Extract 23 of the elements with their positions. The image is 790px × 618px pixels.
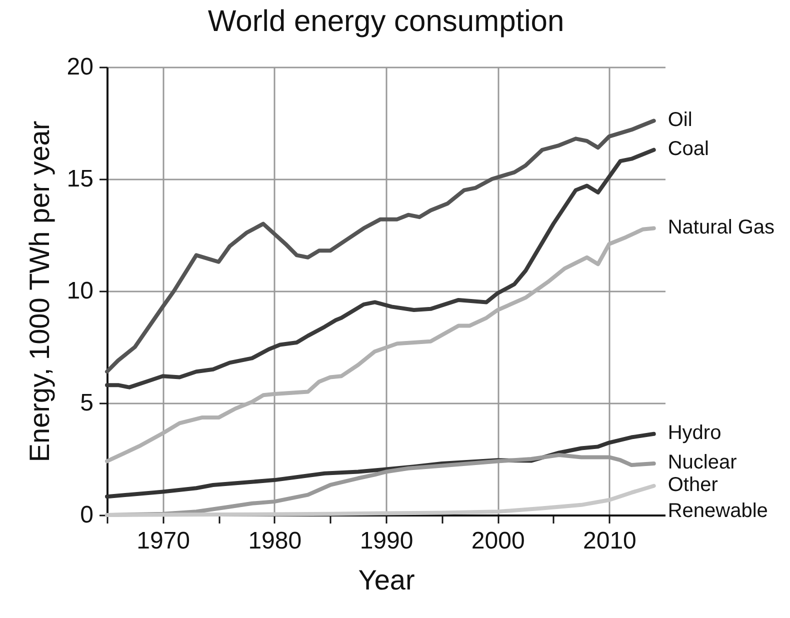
series-label: Hydro <box>668 422 722 444</box>
x-tick-label: 1980 <box>248 528 302 554</box>
line-series <box>105 226 656 464</box>
x-tick-label: 2000 <box>471 528 525 554</box>
y-tick-label: 15 <box>66 166 94 192</box>
series-label: Coal <box>668 138 709 160</box>
series-label: Other Renewable <box>668 474 768 522</box>
y-tick-label: 5 <box>80 390 94 416</box>
x-tick-label: 1970 <box>136 528 190 554</box>
line-series <box>105 118 656 374</box>
y-tick-label: 20 <box>66 54 94 80</box>
x-axis-title: Year <box>358 564 415 596</box>
y-tick-label: 0 <box>80 502 94 528</box>
line-series <box>105 148 656 390</box>
x-tick-label: 2010 <box>583 528 636 554</box>
series-label: Oil <box>668 108 692 131</box>
x-tick-label: 1990 <box>360 528 414 554</box>
series-label: Natural Gas <box>668 216 775 238</box>
line-series <box>105 484 656 517</box>
series-label: Nuclear <box>668 451 738 474</box>
y-axis-title: Energy, 1000 TWh per year <box>24 120 55 462</box>
y-tick-label: 10 <box>66 278 94 304</box>
chart-title: World energy consumption <box>208 5 564 38</box>
